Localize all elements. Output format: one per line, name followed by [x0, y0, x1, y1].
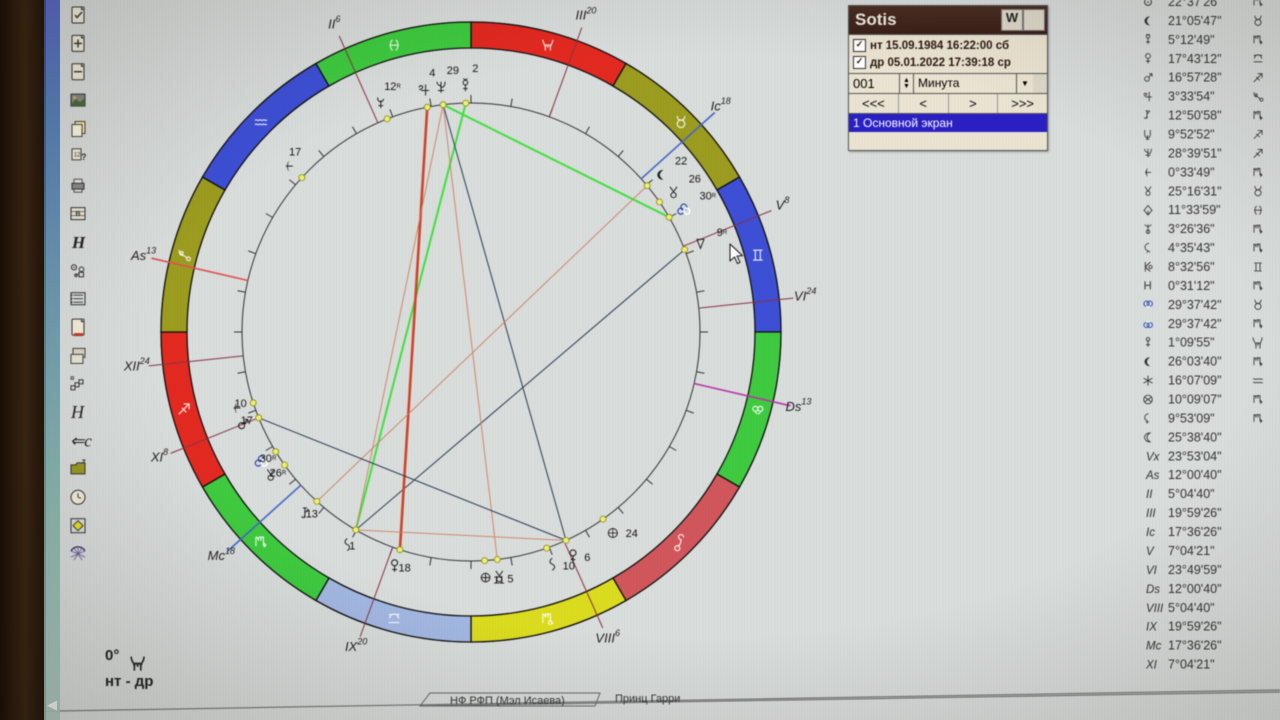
svg-text:1°09'55": 1°09'55"	[1168, 336, 1215, 350]
svg-text:28°39'51": 28°39'51"	[1168, 146, 1222, 160]
svg-text:17: 17	[289, 146, 301, 158]
svg-text:5°04'40": 5°04'40"	[1168, 487, 1215, 501]
svg-text:26°03'40": 26°03'40"	[1168, 355, 1222, 369]
svg-text:V: V	[1146, 546, 1155, 558]
svg-text:Ic: Ic	[1146, 527, 1155, 539]
svg-text:?: ?	[81, 152, 87, 162]
svg-text:29°37'42": 29°37'42"	[1168, 317, 1222, 331]
svg-text:5°04'40": 5°04'40"	[1168, 601, 1215, 615]
svg-text:10: 10	[235, 398, 247, 410]
svg-text:H: H	[71, 233, 86, 252]
svg-text:17°43'12": 17°43'12"	[1168, 52, 1222, 66]
svg-text:16°57'28": 16°57'28"	[1168, 71, 1222, 85]
svg-text:18: 18	[399, 562, 411, 574]
svg-text:29°37'42": 29°37'42"	[1168, 298, 1222, 312]
svg-text:НФ РФП (Мэл Исаева): НФ РФП (Мэл Исаева)	[450, 695, 565, 707]
svg-text:B: B	[76, 211, 81, 218]
svg-text:II: II	[1146, 489, 1153, 501]
svg-text:17°36'26": 17°36'26"	[1168, 525, 1222, 539]
svg-text:12°00'40": 12°00'40"	[1168, 468, 1222, 482]
svg-text:III: III	[1146, 508, 1156, 520]
svg-text:Mc: Mc	[1146, 641, 1162, 653]
svg-text:23°49'59": 23°49'59"	[1168, 563, 1222, 577]
svg-text:21°05'47": 21°05'47"	[1168, 14, 1222, 28]
svg-text:11: 11	[493, 575, 504, 587]
svg-text:IX: IX	[1146, 622, 1158, 634]
svg-text:17: 17	[241, 415, 253, 427]
svg-text:Ds: Ds	[1146, 584, 1160, 596]
svg-text:XI: XI	[1145, 660, 1158, 672]
svg-text:29: 29	[447, 65, 459, 77]
svg-text:⇐c: ⇐c	[70, 432, 92, 451]
svg-text:H: H	[70, 402, 85, 422]
svg-text:6: 6	[584, 552, 590, 564]
svg-text:0°31'12": 0°31'12"	[1168, 279, 1215, 293]
svg-text:22: 22	[675, 156, 687, 168]
svg-text:12: 12	[74, 152, 81, 158]
svg-text:0°33'49": 0°33'49"	[1168, 165, 1215, 179]
svg-text:19°59'26": 19°59'26"	[1168, 620, 1222, 634]
svg-text:0°: 0°	[105, 647, 119, 664]
svg-text:Vx: Vx	[1146, 451, 1161, 463]
svg-text:19°59'26": 19°59'26"	[1168, 506, 1222, 520]
svg-text:As: As	[1145, 470, 1160, 482]
svg-text:26: 26	[689, 174, 701, 186]
svg-text:7°04'21": 7°04'21"	[1168, 544, 1215, 558]
svg-text:4: 4	[429, 68, 435, 80]
svg-text:10°09'07": 10°09'07"	[1168, 393, 1222, 407]
svg-text:7°04'21": 7°04'21"	[1168, 658, 1215, 672]
svg-text:3°26'36": 3°26'36"	[1168, 222, 1215, 236]
svg-text:25°38'40": 25°38'40"	[1168, 430, 1222, 444]
svg-text:2: 2	[472, 63, 478, 75]
svg-text:11°33'59": 11°33'59"	[1168, 203, 1221, 217]
svg-text:12°50'58": 12°50'58"	[1168, 109, 1222, 123]
svg-text:24: 24	[626, 528, 638, 540]
svg-text:22°37'26": 22°37'26"	[1168, 0, 1222, 9]
svg-text:10: 10	[563, 561, 575, 573]
svg-text:16°07'09": 16°07'09"	[1168, 374, 1222, 388]
svg-text:4°35'43": 4°35'43"	[1168, 241, 1215, 255]
svg-text:23°53'04": 23°53'04"	[1168, 449, 1222, 463]
svg-text:17°36'26": 17°36'26"	[1168, 639, 1222, 653]
svg-text:нт - др: нт - др	[105, 673, 153, 690]
svg-text:VI: VI	[1146, 565, 1158, 577]
svg-text:3°33'54": 3°33'54"	[1168, 90, 1215, 104]
svg-text:Принц Гарри: Принц Гарри	[615, 693, 680, 705]
svg-text:1: 1	[349, 540, 355, 552]
svg-text:13: 13	[306, 508, 318, 520]
svg-text:5°12'49": 5°12'49"	[1168, 33, 1215, 47]
svg-text:9°52'52": 9°52'52"	[1168, 128, 1215, 142]
svg-text:12°00'40": 12°00'40"	[1168, 582, 1222, 596]
svg-text:5: 5	[507, 573, 513, 585]
svg-text:25°16'31": 25°16'31"	[1168, 184, 1222, 198]
svg-text:VIII: VIII	[1146, 603, 1164, 615]
svg-text:9°53'09": 9°53'09"	[1168, 412, 1215, 426]
svg-text:8°32'56": 8°32'56"	[1168, 260, 1215, 274]
